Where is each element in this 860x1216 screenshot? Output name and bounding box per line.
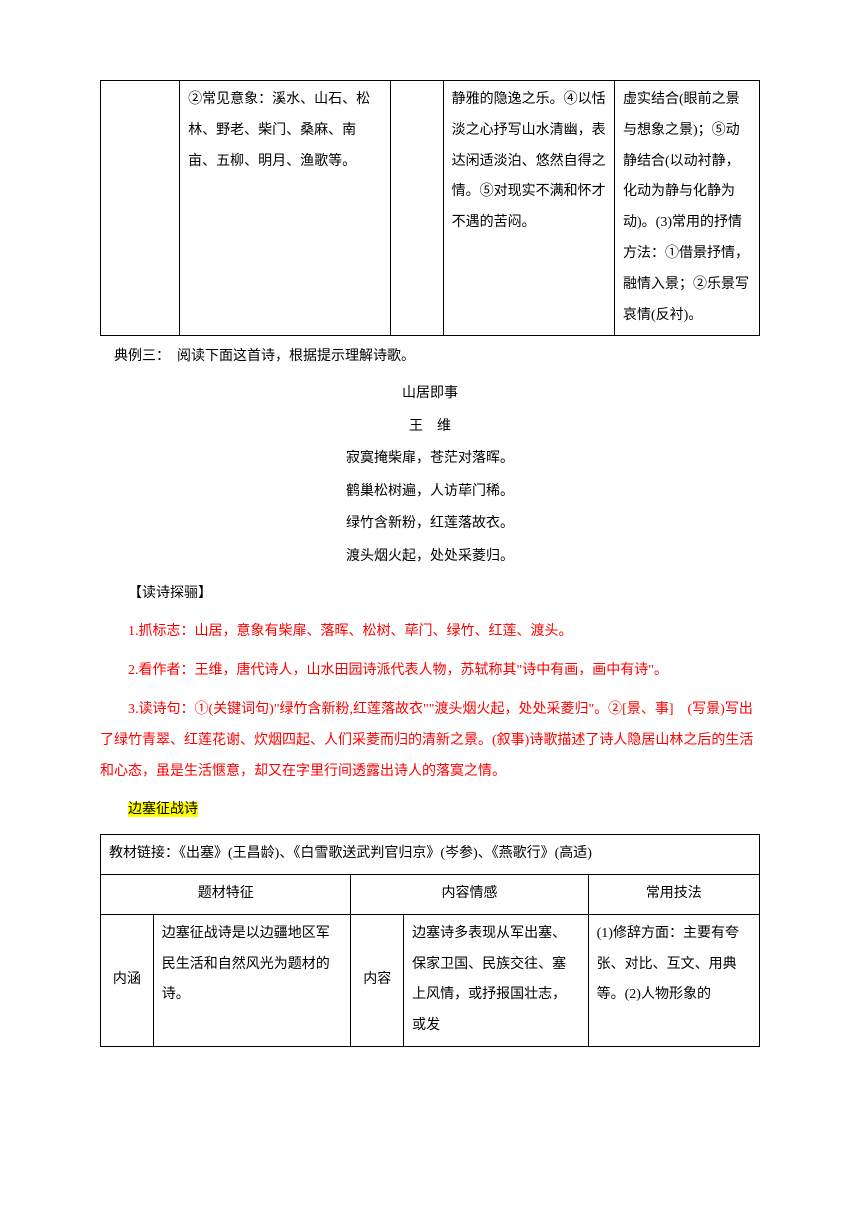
t1-c5: 虚实结合(眼前之景与想象之景)；⑤动静结合(以动衬静，化动为静与化静为动)。(3…	[615, 81, 760, 336]
poem-author: 王 维	[100, 414, 760, 441]
t2-col-h4: 内容情感	[351, 874, 588, 914]
t2-r-c5: (1)修辞方面：主要有夸张、对比、互文、用典等。(2)人物形象的	[588, 914, 759, 1046]
analysis-line-3: 3.读诗句：①(关键词句)"绿竹含新粉,红莲落故衣""渡头烟火起，处处采菱归"。…	[100, 695, 760, 787]
t1-c2: ②常见意象：溪水、山石、松林、野老、柴门、桑麻、南亩、五柳、明月、渔歌等。	[180, 81, 391, 336]
poem-line-2: 鹤巢松树遍，人访荜门稀。	[100, 479, 760, 506]
poem-line-1: 寂寞掩柴扉，苍茫对落晖。	[100, 446, 760, 473]
t1-c1	[101, 81, 180, 336]
analysis-title: 【读诗探骊】	[100, 579, 760, 610]
t2-r-c1: 内涵	[101, 914, 154, 1046]
t2-col-h2: 题材特征	[101, 874, 351, 914]
category-title: 边塞征战诗	[128, 802, 198, 817]
t2-r-c2: 边塞征战诗是以边疆地区军民生活和自然风光为题材的诗。	[153, 914, 351, 1046]
summary-table-1: ②常见意象：溪水、山石、松林、野老、柴门、桑麻、南亩、五柳、明月、渔歌等。 静雅…	[100, 80, 760, 336]
t2-col-h5: 常用技法	[588, 874, 759, 914]
poem-line-3: 绿竹含新粉，红莲落故衣。	[100, 511, 760, 538]
poem-line-4: 渡头烟火起，处处采菱归。	[100, 544, 760, 571]
t2-r-c3: 内容	[351, 914, 404, 1046]
t2-header-link: 教材链接：《出塞》(王昌龄)、《白雪歌送武判官归京》(岑参)、《燕歌行》(高适)	[101, 835, 760, 875]
t2-r-c4: 边塞诗多表现从军出塞、保家卫国、民族交往、塞上风情，或抒报国壮志，或发	[404, 914, 589, 1046]
t1-c3	[390, 81, 443, 336]
t1-c4: 静雅的隐逸之乐。④以恬淡之心抒写山水清幽，表达闲适淡泊、悠然自得之情。⑤对现实不…	[443, 81, 614, 336]
poem-title: 山居即事	[100, 381, 760, 408]
analysis-line-2: 2.看作者：王维，唐代诗人，山水田园诗派代表人物，苏轼称其"诗中有画，画中有诗"…	[100, 656, 760, 687]
summary-table-2: 教材链接：《出塞》(王昌龄)、《白雪歌送武判官归京》(岑参)、《燕歌行》(高适)…	[100, 834, 760, 1047]
example-3-label: 典例三： 阅读下面这首诗，根据提示理解诗歌。	[100, 344, 760, 371]
analysis-line-1: 1.抓标志：山居，意象有柴扉、落晖、松树、荜门、绿竹、红莲、渡头。	[100, 617, 760, 648]
